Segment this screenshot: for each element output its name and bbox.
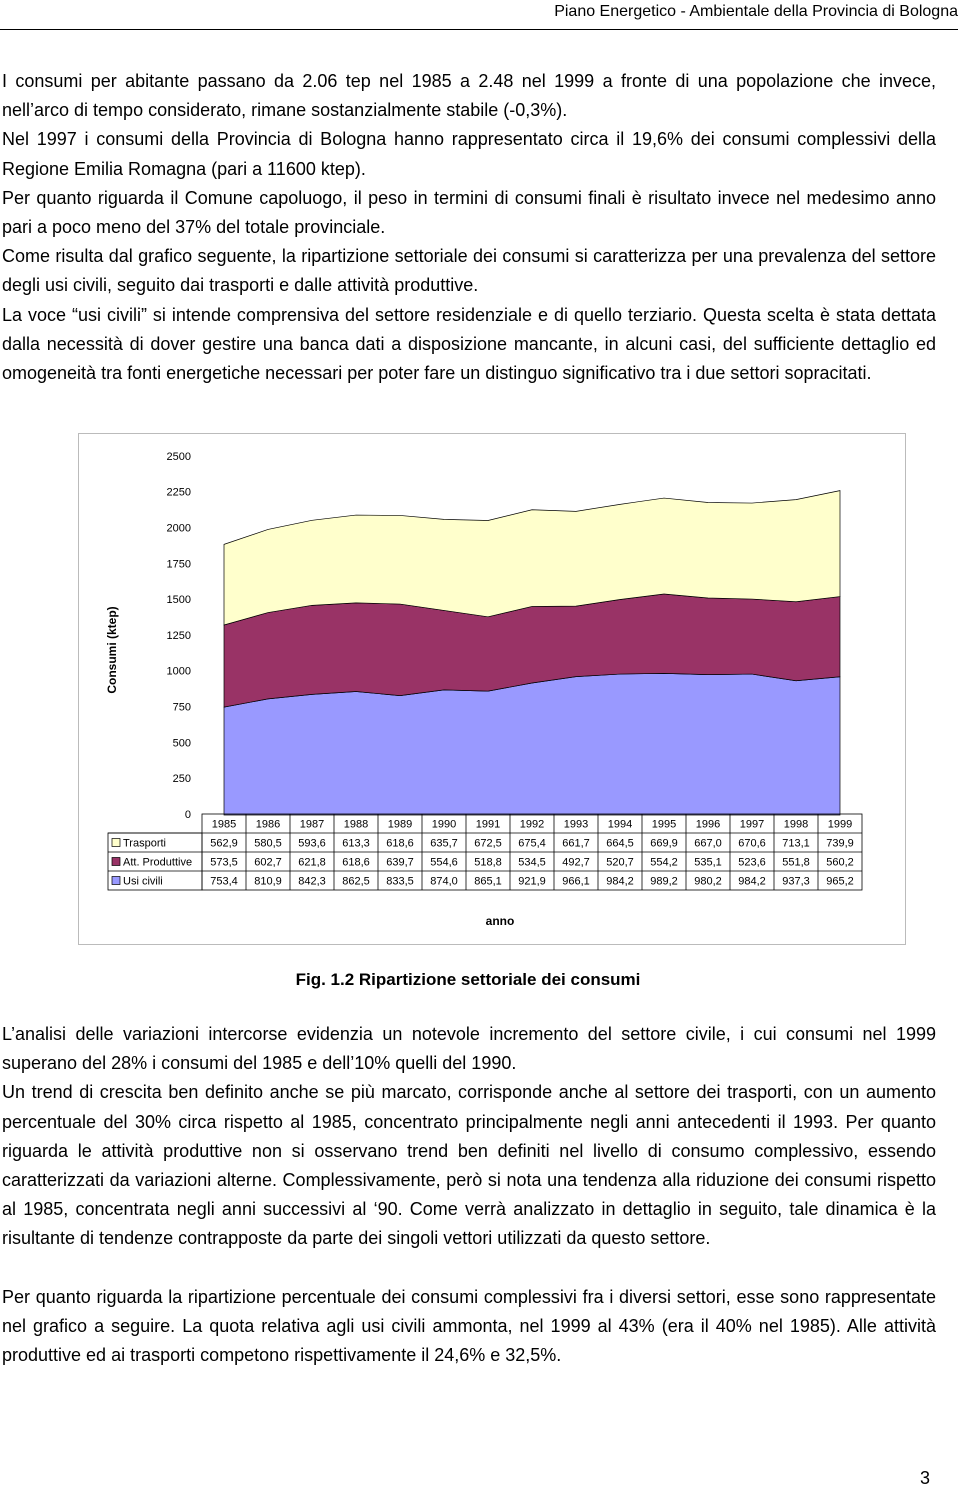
table-value: 554,2	[650, 856, 678, 868]
table-value: 667,0	[694, 837, 722, 849]
table-value: 518,8	[474, 856, 502, 868]
figure-caption: Fig. 1.2 Ripartizione settoriale dei con…	[295, 970, 641, 989]
x-tick-label: 1987	[300, 818, 324, 830]
table-value: 862,5	[342, 875, 370, 887]
table-value: 664,5	[606, 837, 634, 849]
table-value: 984,2	[738, 875, 766, 887]
table-value: 618,6	[342, 856, 370, 868]
x-tick-label: 1998	[784, 818, 808, 830]
table-value: 523,6	[738, 856, 766, 868]
paragraph: I consumi per abitante passano da 2.06 t…	[2, 71, 936, 121]
paragraph: Un trend di crescita ben definito anche …	[2, 1082, 936, 1249]
table-value: 984,2	[606, 875, 634, 887]
y-tick-label: 1000	[167, 666, 191, 678]
x-tick-label: 1989	[388, 818, 412, 830]
legend-label: Trasporti	[123, 837, 166, 849]
y-tick-label: 750	[173, 702, 191, 714]
y-tick-label: 1750	[167, 558, 191, 570]
table-value: 639,7	[386, 856, 414, 868]
paragraph: La voce “usi civili” si intende comprens…	[2, 304, 936, 384]
paragraph: Per quanto riguarda il Comune capoluogo,…	[2, 187, 936, 238]
y-tick-label: 250	[173, 773, 191, 785]
table-value: 613,3	[342, 837, 370, 849]
table-value: 921,9	[518, 875, 546, 887]
table-value: 966,1	[562, 875, 590, 887]
legend-swatch	[111, 857, 121, 866]
y-tick-label: 2000	[167, 523, 191, 535]
table-value: 675,4	[518, 837, 546, 849]
table-value: 580,5	[254, 837, 282, 849]
table-value: 753,4	[210, 875, 238, 887]
table-value: 865,1	[474, 875, 502, 887]
paragraph: Per quanto riguarda la ripartizione perc…	[2, 1286, 936, 1366]
y-tick-label: 2250	[167, 487, 191, 499]
x-tick-label: 1997	[740, 818, 764, 830]
x-tick-label: 1991	[476, 818, 500, 830]
table-value: 965,2	[826, 875, 854, 887]
table-value: 833,5	[386, 875, 414, 887]
paragraph: L’analisi delle variazioni intercorse ev…	[2, 1024, 936, 1074]
x-tick-label: 1995	[652, 818, 676, 830]
legend-label: Usi civili	[123, 875, 163, 887]
table-value: 670,6	[738, 837, 766, 849]
x-tick-label: 1992	[520, 818, 544, 830]
table-value: 661,7	[562, 837, 590, 849]
table-value: 492,7	[562, 856, 590, 868]
y-tick-label: 500	[173, 737, 191, 749]
table-value: 551,8	[782, 856, 810, 868]
legend-swatch	[111, 876, 121, 885]
page-header: Piano Energetico - Ambientale della Prov…	[0, 0, 958, 30]
table-value: 520,7	[606, 856, 634, 868]
table-value: 980,2	[694, 875, 722, 887]
table-value: 535,1	[694, 856, 722, 868]
table-value: 989,2	[650, 875, 678, 887]
x-tick-label: 1988	[344, 818, 368, 830]
table-value: 554,6	[430, 856, 458, 868]
legend-swatch	[111, 838, 121, 847]
x-tick-label: 1993	[564, 818, 588, 830]
body-bottom: L’analisi delle variazioni intercorse ev…	[2, 1020, 936, 1370]
table-value: 739,9	[826, 837, 854, 849]
y-tick-label: 1500	[167, 594, 191, 606]
table-value: 937,3	[782, 875, 810, 887]
area	[223, 672, 841, 816]
x-tick-label: 1986	[256, 818, 280, 830]
x-tick-label: 1996	[696, 818, 720, 830]
table-value: 842,3	[298, 875, 326, 887]
table-value: 874,0	[430, 875, 458, 887]
y-axis-label: Consumi (ktep)	[105, 606, 119, 693]
x-tick-label: 1990	[432, 818, 456, 830]
body-top: I consumi per abitante passano da 2.06 t…	[2, 67, 936, 388]
y-tick-label: 1250	[167, 630, 191, 642]
x-tick-label: 1985	[212, 818, 236, 830]
x-tick-label: 1999	[828, 818, 852, 830]
table-value: 560,2	[826, 856, 854, 868]
table-value: 669,9	[650, 837, 678, 849]
legend-label: Att. Produttive	[123, 856, 192, 868]
table-value: 672,5	[474, 837, 502, 849]
table-value: 618,6	[386, 837, 414, 849]
table-value: 602,7	[254, 856, 282, 868]
table-value: 635,7	[430, 837, 458, 849]
table-value: 621,8	[298, 856, 326, 868]
y-tick-label: 2500	[167, 451, 191, 463]
table-value: 593,6	[298, 837, 326, 849]
table-value: 562,9	[210, 837, 238, 849]
area	[223, 490, 841, 626]
table-value: 810,9	[254, 875, 282, 887]
paragraph: Nel 1997 i consumi della Provincia di Bo…	[2, 129, 936, 179]
x-axis-label: anno	[486, 914, 515, 928]
table-value: 713,1	[782, 837, 810, 849]
y-tick-label: 0	[185, 809, 191, 821]
page-number: 3	[920, 1468, 931, 1488]
chart: Consumi (ktep) anno 0 250 500 750 1000 1250 15…	[78, 433, 906, 945]
table-value: 573,5	[210, 856, 238, 868]
paragraph: Come risulta dal grafico seguente, la ri…	[2, 246, 936, 296]
x-tick-label: 1994	[608, 818, 632, 830]
table-value: 534,5	[518, 856, 546, 868]
